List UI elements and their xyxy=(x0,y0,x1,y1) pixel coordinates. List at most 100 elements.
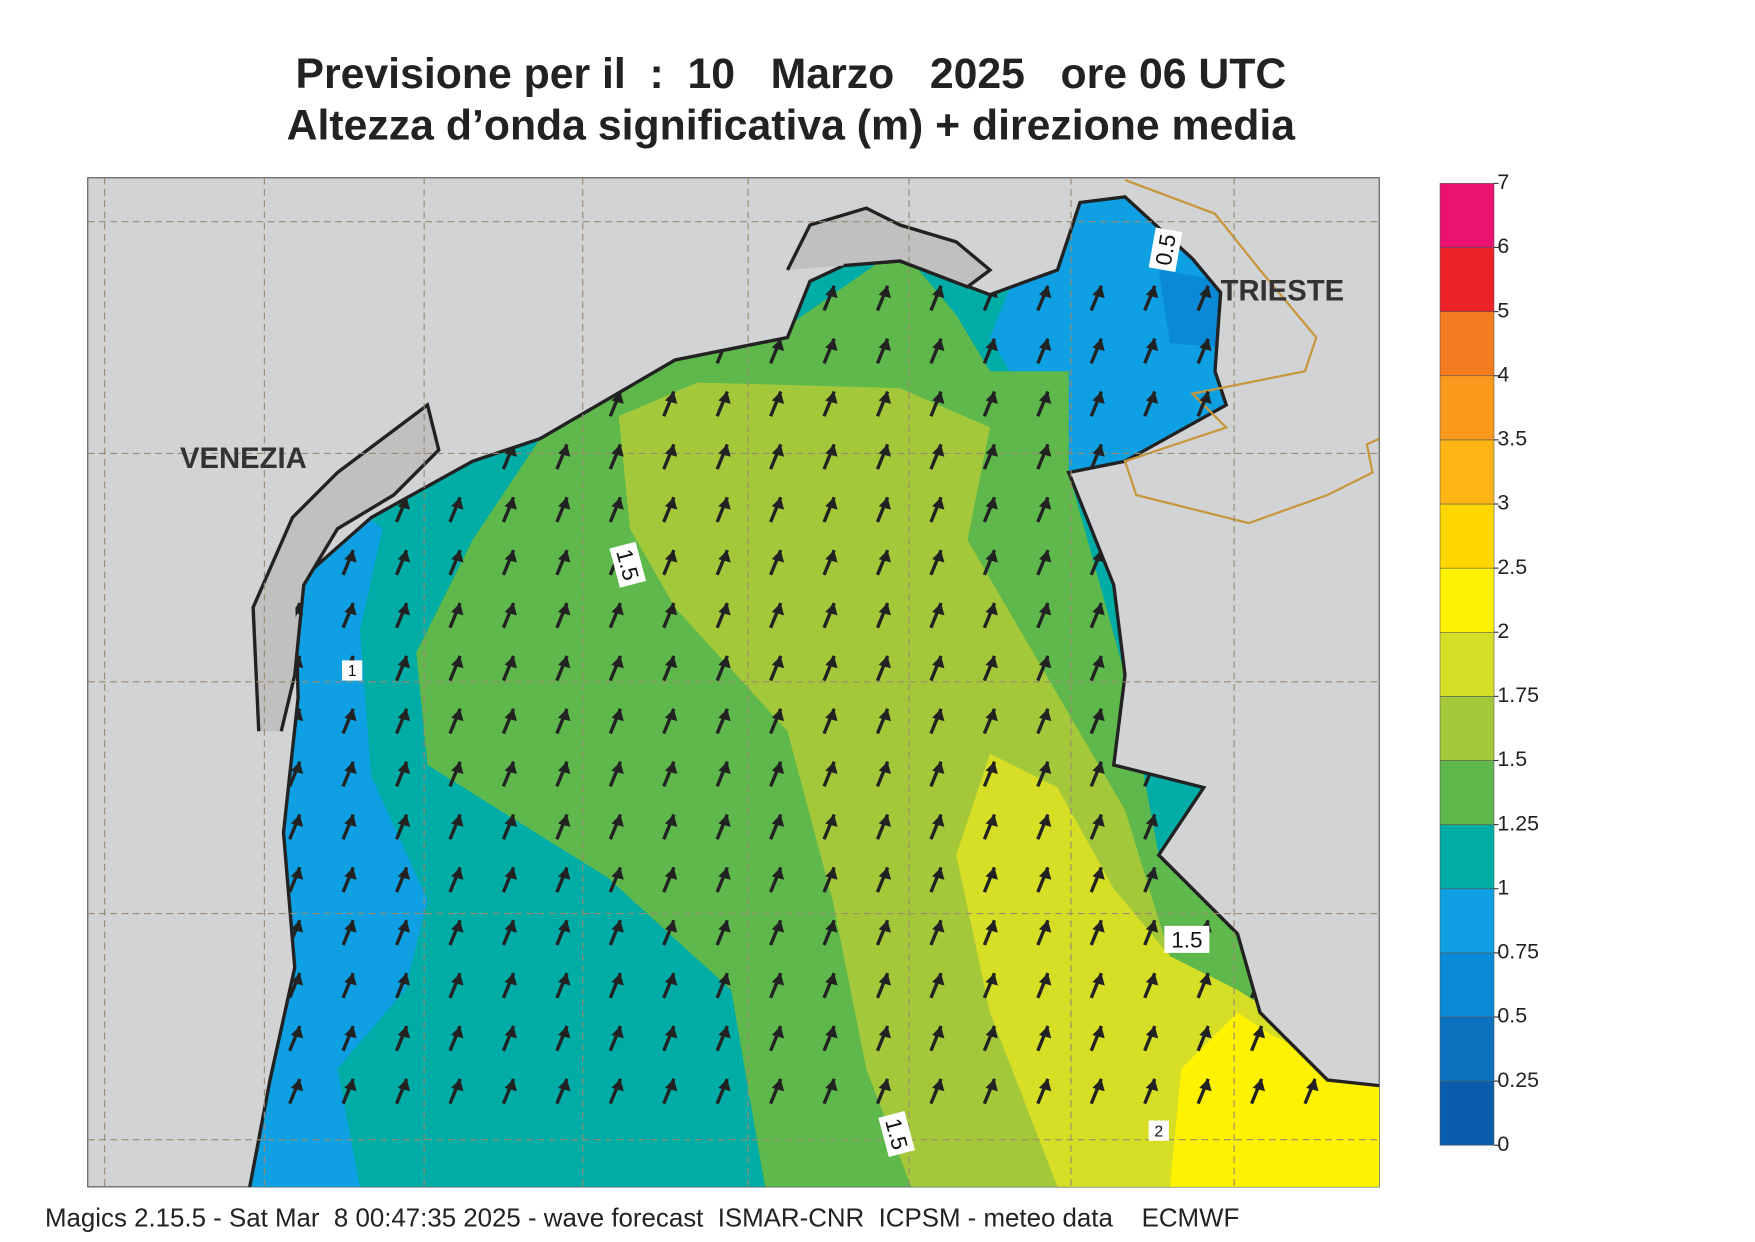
arrow-head xyxy=(985,550,998,563)
arrow-head xyxy=(397,761,411,774)
colorbar-bin xyxy=(1439,311,1495,377)
arrow-head xyxy=(1038,708,1052,722)
arrow-head xyxy=(1038,603,1052,616)
arrow-head xyxy=(504,920,517,933)
arrow-head xyxy=(504,1078,517,1092)
arrow-head xyxy=(1145,1026,1159,1039)
arrow-head xyxy=(290,761,304,774)
subtitle: Altezza d’onda significativa (m) + direz… xyxy=(287,102,1297,150)
arrow-head xyxy=(1092,867,1105,880)
colorbar-tick-label: 2 xyxy=(1497,619,1509,643)
arrow-head xyxy=(1038,867,1052,880)
colorbar-bin xyxy=(1439,888,1495,954)
arrow-head xyxy=(290,1026,304,1039)
arrow-head xyxy=(1038,338,1052,351)
arrow-head xyxy=(558,444,571,457)
arrow-head xyxy=(504,708,517,722)
contour-label: 0.5 xyxy=(1148,227,1183,273)
arrow-head xyxy=(771,497,785,510)
colorbar-tick-label: 0.75 xyxy=(1497,940,1539,964)
arrow-head xyxy=(504,867,517,880)
colorbar-bin xyxy=(1439,183,1495,248)
arrow-head xyxy=(825,444,838,457)
arrow-head xyxy=(611,761,624,774)
arrow-head xyxy=(771,1026,785,1039)
arrow-head xyxy=(397,708,411,722)
arrow-head xyxy=(878,1078,891,1092)
arrow-head xyxy=(611,920,624,933)
arrow-head xyxy=(504,655,517,669)
arrow-head xyxy=(664,920,678,933)
arrow-head xyxy=(878,655,891,669)
title: Previsione per il : 10 Marzo 2025 ore 06… xyxy=(295,50,1286,98)
arrow-head xyxy=(825,867,838,880)
arrow-head xyxy=(1092,603,1105,616)
colorbar-tick-label: 4 xyxy=(1497,362,1509,386)
arrow-head xyxy=(932,920,945,933)
arrow-head xyxy=(344,1026,357,1039)
arrow-head xyxy=(290,920,304,933)
arrow-head xyxy=(771,814,785,827)
arrow-head xyxy=(718,867,731,880)
arrow-head xyxy=(1092,761,1105,774)
colorbar-tick-label: 7 xyxy=(1497,170,1509,194)
arrow-head xyxy=(825,338,838,351)
colorbar-tick-label: 3 xyxy=(1497,491,1509,515)
arrow-head xyxy=(344,920,357,933)
arrow-head xyxy=(664,497,678,510)
arrow-head xyxy=(718,603,731,616)
arrow-head xyxy=(932,655,945,669)
arrow-head xyxy=(664,761,678,774)
arrow-head xyxy=(1252,1078,1266,1092)
arrow-head xyxy=(771,708,785,722)
colorbar-bin xyxy=(1439,760,1495,825)
arrow-head xyxy=(611,867,624,880)
arrow-head xyxy=(718,1078,731,1092)
arrow-head xyxy=(825,550,838,563)
arrow-head xyxy=(878,391,891,404)
arrow-head xyxy=(1038,391,1052,404)
arrow-head xyxy=(1038,655,1052,669)
arrow-head xyxy=(878,708,891,722)
lagoon-grado xyxy=(785,206,993,289)
colorbar-bin xyxy=(1439,439,1495,505)
arrow-head xyxy=(985,761,998,774)
arrow-head xyxy=(664,444,678,457)
arrow-head xyxy=(1199,1078,1212,1092)
arrow-head xyxy=(451,497,464,510)
arrow-head xyxy=(718,444,731,457)
arrow-head xyxy=(825,655,838,669)
arrow-head xyxy=(397,973,411,986)
arrow-head xyxy=(664,814,678,827)
arrow-head xyxy=(504,603,517,616)
arrow-head xyxy=(932,338,945,351)
lagoon-venezia xyxy=(251,402,441,732)
colorbar-bin xyxy=(1439,247,1495,312)
arrow-head xyxy=(558,1026,571,1039)
arrow-head xyxy=(611,708,624,722)
contour-text: 1.5 xyxy=(1171,927,1202,952)
arrow-head xyxy=(558,920,571,933)
arrow-head xyxy=(344,550,357,563)
arrow-head xyxy=(985,1078,998,1092)
arrow-head xyxy=(771,973,785,986)
arrow-head xyxy=(558,814,571,827)
arrow-head xyxy=(771,655,785,669)
arrow-head xyxy=(451,1026,464,1039)
arrow-head xyxy=(1092,285,1105,299)
arrow-head xyxy=(718,920,731,933)
arrow-head xyxy=(1092,1078,1105,1092)
arrow-head xyxy=(397,550,411,563)
arrow-head xyxy=(558,867,571,880)
arrow-head xyxy=(558,550,571,563)
arrow-head xyxy=(878,550,891,563)
arrow-head xyxy=(718,550,731,563)
arrow-head xyxy=(985,444,998,457)
arrow-head xyxy=(664,973,678,986)
arrow-head xyxy=(451,603,464,616)
colorbar-bin xyxy=(1439,567,1495,633)
arrow-head xyxy=(504,550,517,563)
arrow-head xyxy=(611,814,624,827)
colorbar-bin xyxy=(1439,503,1495,569)
